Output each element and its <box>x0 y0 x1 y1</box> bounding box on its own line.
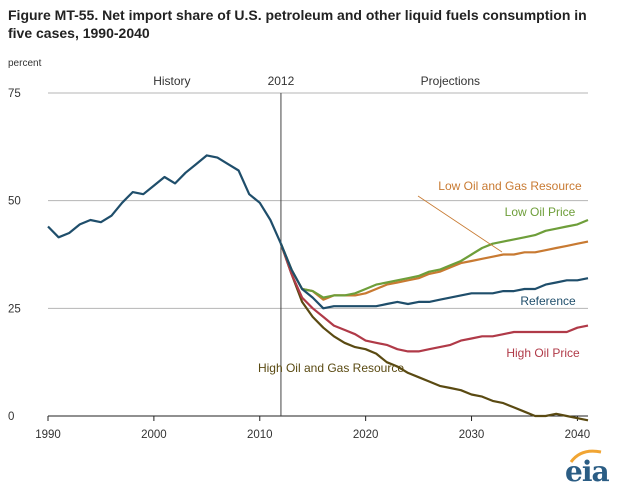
x-tick-label-2030: 2030 <box>459 429 485 441</box>
projections-label: Projections <box>421 74 480 88</box>
series-label-high-oil-and-gas-resource: High Oil and Gas Resource <box>258 361 404 375</box>
y-tick-label-0: 0 <box>8 411 14 423</box>
chart-title: Figure MT-55. Net import share of U.S. p… <box>8 7 587 41</box>
series-line-high-oil-price <box>279 243 589 353</box>
axes: 0 25 50 75 percent 1990 2000 2010 2020 2030 2040 20… <box>8 58 590 441</box>
eia-logo: eia <box>565 455 610 488</box>
history-label: History <box>153 74 190 88</box>
x-tick-label-1990: 1990 <box>35 429 61 441</box>
gridlines <box>48 92 588 309</box>
series-labels: Reference Low Oil Price Low Oil and Gas Re… <box>258 179 582 375</box>
series-line-history <box>47 154 282 245</box>
divider-year-label: 2012 <box>268 74 295 88</box>
series-label-low-oil-and-gas-resource: Low Oil and Gas Resource <box>438 179 582 193</box>
series-line-low-oil-price <box>279 218 589 299</box>
y-tick-label-75: 75 <box>8 88 21 100</box>
x-tick-label-2040: 2040 <box>565 429 591 441</box>
y-tick-label-25: 25 <box>8 303 21 315</box>
series-label-low-oil-price: Low Oil Price <box>505 205 576 219</box>
series-label-reference: Reference <box>520 294 576 308</box>
x-tick-label-2010: 2010 <box>247 429 273 441</box>
series-line-high-oil-and-gas-resource <box>279 243 589 422</box>
series-label-high-oil-price: High Oil Price <box>506 346 580 360</box>
x-tick-label-2020: 2020 <box>353 429 379 441</box>
y-tick-label-50: 50 <box>8 196 21 208</box>
leader-line-low-oil-and-gas-resource <box>417 195 503 253</box>
y-axis-unit-label: percent <box>8 58 42 69</box>
x-tick-label-2000: 2000 <box>141 429 167 441</box>
series-layer <box>47 154 589 422</box>
eia-logo-arc <box>569 449 602 463</box>
series-line-reference <box>279 243 589 310</box>
